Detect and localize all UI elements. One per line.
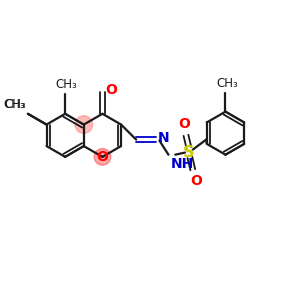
Text: O: O <box>190 174 202 188</box>
Text: CH₃: CH₃ <box>3 98 25 111</box>
Text: CH₃: CH₃ <box>4 98 26 111</box>
Text: O: O <box>178 117 190 131</box>
Circle shape <box>94 148 111 165</box>
Circle shape <box>75 116 93 134</box>
Text: N: N <box>158 131 169 145</box>
Text: O: O <box>105 83 117 97</box>
Text: O: O <box>97 150 108 164</box>
Text: NH: NH <box>170 157 194 171</box>
Text: CH₃: CH₃ <box>217 77 238 90</box>
Text: S: S <box>183 145 195 160</box>
Text: CH₃: CH₃ <box>55 79 77 92</box>
